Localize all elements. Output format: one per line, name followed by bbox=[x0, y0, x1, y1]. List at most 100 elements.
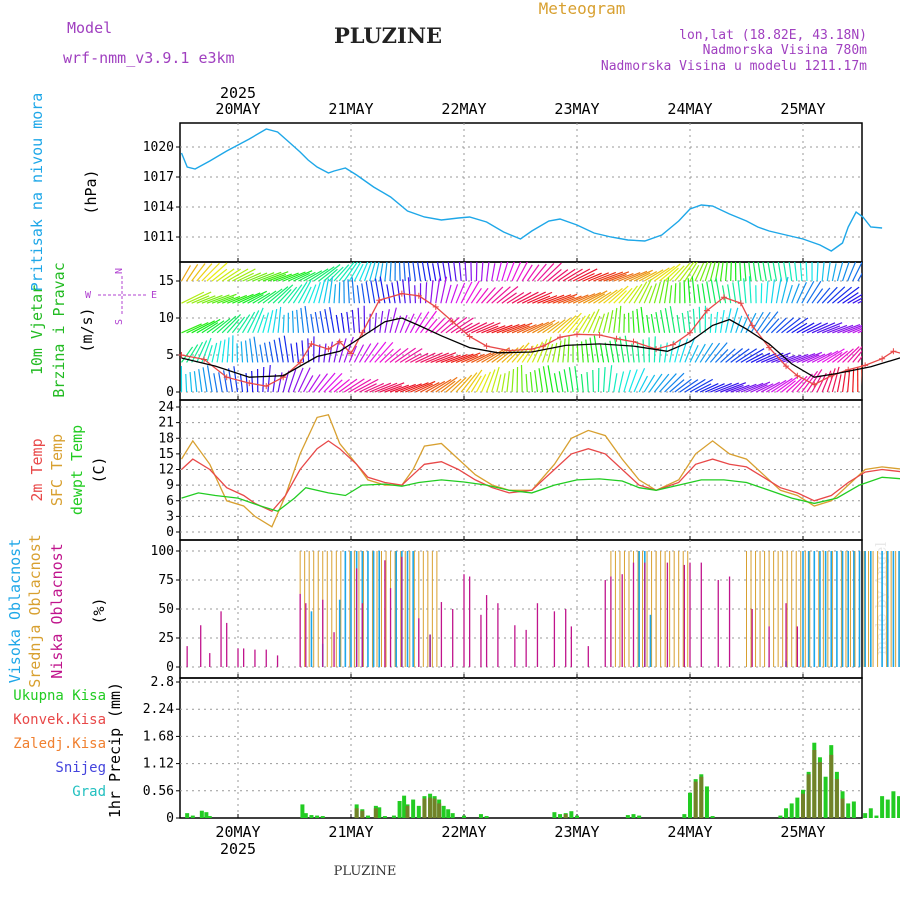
wind-barb bbox=[548, 320, 566, 333]
ylabel-precip-unit: (mm) bbox=[106, 682, 124, 718]
wind-barb bbox=[873, 264, 888, 281]
wind-barb bbox=[325, 309, 329, 333]
compass-south: S bbox=[114, 319, 125, 325]
wind-speed-marker bbox=[738, 300, 744, 306]
wind-barb bbox=[883, 295, 900, 303]
wind-barb bbox=[700, 343, 712, 362]
wind-barb bbox=[319, 344, 320, 362]
wind-barb bbox=[324, 344, 326, 363]
wind-barb bbox=[711, 280, 715, 304]
ytick-label-temperature: 9 bbox=[166, 478, 174, 493]
wind-barb bbox=[559, 371, 563, 392]
wind-barb bbox=[527, 265, 539, 281]
conv-precip-bar bbox=[835, 779, 839, 818]
wind-barb bbox=[771, 279, 774, 303]
wind-barb bbox=[739, 255, 740, 281]
total-precip-bar bbox=[366, 816, 370, 818]
conv-precip-bar bbox=[694, 782, 698, 818]
day-label-top: 22MAY bbox=[441, 100, 486, 118]
wind-barb bbox=[334, 284, 335, 303]
wind-barb bbox=[297, 310, 299, 333]
wind-barb bbox=[512, 369, 513, 392]
ytick-label-clouds: 75 bbox=[158, 573, 174, 588]
wind-barb bbox=[492, 263, 495, 281]
ytick-label-clouds: 50 bbox=[158, 602, 174, 617]
total-precip-bar bbox=[863, 813, 867, 818]
day-label-bottom: 20MAY bbox=[215, 823, 260, 841]
wind-barb bbox=[258, 291, 276, 303]
wind-barb bbox=[641, 307, 644, 333]
wind-barb bbox=[352, 310, 354, 333]
total-precip-bar bbox=[398, 801, 402, 818]
wind-barb bbox=[199, 369, 202, 392]
wind-barb bbox=[563, 313, 581, 333]
wind-barb bbox=[575, 366, 578, 392]
wind-barb bbox=[684, 280, 685, 303]
wind-barb bbox=[707, 281, 711, 303]
wind-barb bbox=[548, 365, 553, 392]
wind-barb bbox=[359, 262, 367, 281]
wind-barb bbox=[776, 278, 781, 304]
wind-barb bbox=[298, 368, 310, 392]
wind-barb bbox=[553, 318, 571, 333]
model-name: wrf-nmm_v3.9.1 e3km bbox=[63, 49, 235, 67]
ytick-label-temperature: 0 bbox=[166, 525, 174, 540]
total-precip-bar bbox=[711, 816, 715, 818]
total-precip-bar bbox=[626, 815, 630, 818]
wind-barb bbox=[441, 277, 447, 303]
wind-barb bbox=[888, 295, 900, 304]
wind-barb bbox=[366, 281, 369, 303]
wind-barb bbox=[590, 338, 593, 363]
wind-barb bbox=[692, 276, 695, 303]
precip-bars bbox=[185, 687, 900, 818]
compass-east: E bbox=[151, 290, 157, 301]
total-precip-bar bbox=[321, 816, 325, 818]
wind-barb bbox=[878, 295, 899, 303]
wind-barb bbox=[625, 336, 629, 363]
wind-barb bbox=[403, 254, 405, 281]
wind-barb bbox=[371, 281, 375, 304]
ytick-label-precip: 0.56 bbox=[143, 784, 174, 799]
wind-barb bbox=[502, 373, 505, 392]
wind-barb bbox=[598, 290, 617, 303]
wind-barb bbox=[766, 281, 768, 303]
wind-barb bbox=[558, 341, 561, 363]
precip-legend-conv_precip: Konvek.Kisa bbox=[13, 712, 106, 728]
wind-barb bbox=[715, 312, 717, 333]
compass-north: N bbox=[114, 268, 125, 274]
ytick-label-precip: 1.68 bbox=[143, 729, 174, 744]
wind-barb bbox=[465, 262, 466, 281]
wind-barb bbox=[453, 256, 456, 281]
wind-barb bbox=[883, 321, 899, 333]
wind-barb bbox=[888, 270, 900, 281]
total-precip-bar bbox=[852, 801, 856, 818]
wind-barb bbox=[263, 367, 264, 392]
ytick-label-pressure: 1017 bbox=[143, 170, 174, 185]
wind-barb bbox=[558, 316, 576, 333]
wind-barb bbox=[564, 369, 568, 392]
total-precip-bar bbox=[208, 816, 212, 818]
wind-barb bbox=[347, 312, 349, 333]
total-precip-bar bbox=[451, 813, 455, 818]
ytick-label-temperature: 21 bbox=[158, 416, 174, 431]
wind-speed-marker bbox=[484, 343, 490, 349]
total-precip-bar bbox=[682, 814, 686, 818]
wind-barb bbox=[665, 308, 669, 333]
ytick-label-wind: 10 bbox=[158, 311, 174, 326]
wind-barb bbox=[659, 344, 660, 362]
wind-barb bbox=[252, 371, 253, 392]
total-precip-bar bbox=[392, 816, 396, 818]
wind-barb bbox=[863, 265, 874, 281]
ylabel-wind: 10m Vjetar bbox=[28, 285, 46, 375]
wind-barb bbox=[637, 309, 639, 333]
wind-barb bbox=[688, 311, 690, 333]
footer-station: PLUZINE bbox=[334, 864, 397, 879]
wind-barb bbox=[637, 341, 639, 362]
wind-barb bbox=[614, 373, 617, 392]
wind-barb bbox=[715, 349, 727, 362]
wind-barb bbox=[397, 281, 400, 303]
ytick-label-wind: 5 bbox=[166, 348, 174, 363]
wind-barb bbox=[868, 296, 885, 303]
wind-barb bbox=[700, 261, 708, 281]
